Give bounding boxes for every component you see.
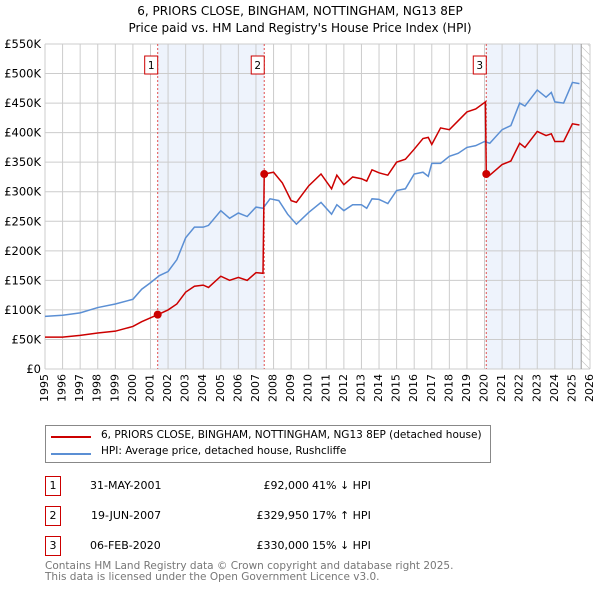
y-tick-label: £150K — [4, 273, 41, 287]
forecast-hatch — [581, 44, 590, 369]
sale-date: 31-MAY-2001 — [90, 479, 162, 492]
x-tick-label: 2015 — [390, 374, 403, 402]
x-tick-label: 2011 — [319, 374, 332, 402]
footer: Contains HM Land Registry data © Crown c… — [45, 561, 453, 583]
table-row: 1 31-MAY-2001 £92,000 41% ↓ HPI — [45, 476, 445, 496]
x-tick-label: 2002 — [161, 374, 174, 402]
x-tick-label: 2026 — [583, 374, 596, 402]
property-price-line — [45, 100, 580, 338]
sale-label-box — [144, 55, 159, 75]
y-tick-label: £100K — [4, 303, 41, 317]
x-tick-label: 2025 — [565, 374, 578, 402]
y-tick-label: £550K — [4, 37, 41, 51]
x-tick-label: 2016 — [407, 374, 420, 402]
x-tick-label: 2022 — [513, 374, 526, 402]
shaded-period — [486, 44, 582, 369]
x-tick-label: 2019 — [460, 374, 473, 402]
sale-hpi: 17% ↑ HPI — [312, 509, 371, 522]
y-tick-label: £50K — [12, 332, 42, 346]
legend-label-hpi: HPI: Average price, detached house, Rush… — [101, 445, 347, 457]
chart-title: 6, PRIORS CLOSE, BINGHAM, NOTTINGHAM, NG… — [137, 4, 463, 18]
y-tick-label: £300K — [4, 185, 41, 199]
y-tick-label: £250K — [4, 214, 41, 228]
x-tick-label: 1995 — [38, 374, 51, 402]
legend: 6, PRIORS CLOSE, BINGHAM, NOTTINGHAM, NG… — [45, 425, 491, 463]
sale-marker-box: 3 — [45, 536, 61, 556]
sale-marker-box: 2 — [45, 506, 61, 526]
shaded-period — [157, 44, 265, 369]
x-tick-label: 2012 — [337, 374, 350, 402]
x-tick-label: 2023 — [530, 374, 543, 402]
sale-point — [482, 170, 491, 178]
x-tick-label: 2020 — [478, 374, 491, 402]
x-tick-label: 2007 — [249, 374, 262, 402]
y-tick-label: £350K — [4, 155, 41, 169]
legend-swatch-red — [51, 436, 91, 438]
legend-label-property: 6, PRIORS CLOSE, BINGHAM, NOTTINGHAM, NG… — [101, 429, 482, 441]
footer-line: This data is licensed under the Open Gov… — [45, 571, 380, 583]
y-tick-label: £200K — [4, 244, 41, 258]
sale-label-box — [472, 55, 487, 75]
x-tick-label: 2009 — [284, 374, 297, 402]
sale-date: 06-FEB-2020 — [90, 539, 161, 552]
x-tick-label: 2005 — [214, 374, 227, 402]
y-tick-label: £450K — [4, 96, 41, 110]
x-tick-label: 2004 — [196, 374, 209, 402]
sale-marker-box: 1 — [45, 476, 61, 496]
table-row: 3 06-FEB-2020 £330,000 15% ↓ HPI — [45, 536, 445, 556]
table-row: 2 19-JUN-2007 £329,950 17% ↑ HPI — [45, 506, 445, 526]
x-tick-label: 1996 — [56, 374, 69, 402]
y-tick-label: £500K — [4, 67, 41, 81]
x-tick-label: 1998 — [91, 374, 104, 402]
sale-point — [260, 170, 269, 179]
x-tick-label: 2003 — [179, 374, 192, 402]
x-tick-label: 2013 — [354, 374, 367, 402]
x-tick-label: 2001 — [143, 374, 156, 402]
x-tick-label: 1997 — [73, 374, 86, 402]
chart-subtitle: Price paid vs. HM Land Registry's House … — [128, 21, 472, 35]
x-tick-label: 2006 — [231, 374, 244, 402]
sale-label: 3 — [476, 60, 483, 72]
x-tick-label: 2024 — [548, 374, 561, 402]
sale-label: 2 — [254, 60, 261, 72]
sale-label: 1 — [148, 60, 155, 72]
sale-price: £330,000 — [256, 539, 310, 552]
sale-hpi: 15% ↓ HPI — [312, 539, 371, 552]
x-tick-label: 2010 — [302, 374, 315, 402]
x-tick-label: 2017 — [425, 374, 438, 402]
sale-date: 19-JUN-2007 — [91, 509, 162, 522]
sale-price: £329,950 — [256, 509, 310, 522]
sale-label-box — [250, 55, 265, 75]
x-tick-label: 2014 — [372, 374, 385, 402]
y-tick-label: £400K — [4, 126, 41, 140]
x-tick-label: 1999 — [108, 374, 121, 402]
x-tick-label: 2000 — [126, 374, 139, 402]
sale-hpi: 41% ↓ HPI — [312, 479, 371, 492]
x-tick-label: 2018 — [442, 374, 455, 402]
y-tick-label: £0 — [26, 362, 41, 376]
x-tick-label: 2021 — [495, 374, 508, 402]
price-chart: 1995 1996 1997 1998 1999 2000 2001 2002 2003 2004… — [4, 37, 596, 402]
x-tick-label: 2008 — [267, 374, 280, 402]
hpi-line — [44, 81, 580, 318]
footer-line: Contains HM Land Registry data © Crown c… — [45, 560, 454, 572]
sale-price: £92,000 — [263, 479, 310, 492]
sale-point — [153, 310, 162, 319]
legend-swatch-blue — [51, 453, 91, 455]
